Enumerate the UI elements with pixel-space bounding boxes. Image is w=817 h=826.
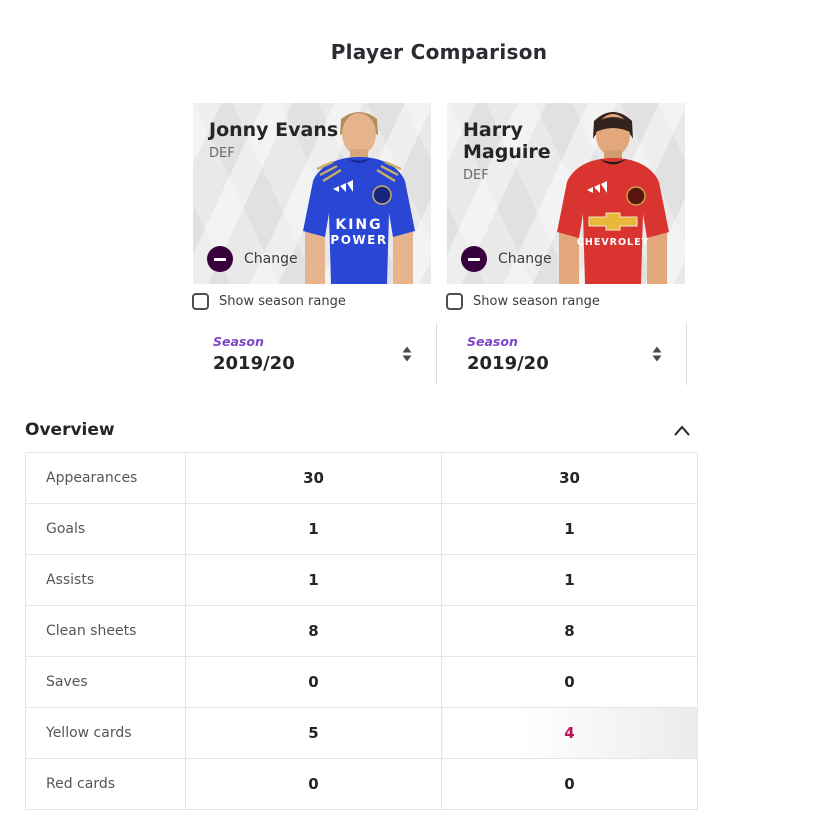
chevron-up-icon[interactable] — [673, 424, 691, 437]
stat-label: Assists — [25, 554, 186, 606]
stat-value-evans: 0 — [185, 656, 442, 708]
show-season-range-row: Show season range — [446, 293, 600, 310]
player-cards: KING POWER Jonny Evans DEF Change — [193, 103, 685, 284]
table-row: Goals 1 1 — [25, 503, 698, 555]
stat-label: Red cards — [25, 758, 186, 810]
select-arrows-icon — [652, 346, 662, 362]
player-name: Jonny Evans — [209, 119, 339, 141]
season-select-label: Season — [213, 334, 264, 349]
overview-title: Overview — [25, 420, 115, 440]
player-position: DEF — [463, 168, 489, 183]
change-player-button[interactable]: Change — [461, 246, 552, 272]
player-position: DEF — [209, 146, 235, 161]
stat-value-maguire: 1 — [441, 554, 698, 606]
stat-value-maguire: 30 — [441, 452, 698, 504]
jersey-text-chevrolet: CHEVROLET — [577, 237, 649, 248]
season-select-maguire[interactable]: Season 2019/20 — [447, 323, 687, 385]
show-season-range-label: Show season range — [219, 294, 346, 309]
player-photo-maguire: CHEVROLET — [557, 112, 669, 284]
table-row: Saves 0 0 — [25, 656, 698, 708]
show-season-range-row: Show season range — [192, 293, 346, 310]
table-row: Assists 1 1 — [25, 554, 698, 606]
change-player-button[interactable]: Change — [207, 246, 298, 272]
table-row: Yellow cards 5 4 — [25, 707, 698, 759]
stat-value-evans: 1 — [185, 503, 442, 555]
jersey-text-power: POWER — [330, 233, 387, 247]
stat-value-evans: 0 — [185, 758, 442, 810]
stat-value-maguire: 4 — [441, 707, 698, 759]
stat-label: Saves — [25, 656, 186, 708]
show-season-range-label: Show season range — [473, 294, 600, 309]
stat-label: Yellow cards — [25, 707, 186, 759]
jersey-text-king: KING — [335, 217, 382, 233]
stat-value-maguire: 8 — [441, 605, 698, 657]
stat-value-maguire: 1 — [441, 503, 698, 555]
stat-value-evans: 1 — [185, 554, 442, 606]
player-name: Harry Maguire — [463, 119, 551, 163]
stat-value-evans: 5 — [185, 707, 442, 759]
stat-label: Appearances — [25, 452, 186, 504]
stat-label: Clean sheets — [25, 605, 186, 657]
stat-label: Goals — [25, 503, 186, 555]
season-select-value: 2019/20 — [467, 353, 549, 374]
show-season-range-checkbox[interactable] — [446, 293, 463, 310]
stat-value-maguire: 0 — [441, 656, 698, 708]
season-select-evans[interactable]: Season 2019/20 — [193, 323, 437, 385]
page-title: Player Comparison — [330, 40, 548, 64]
player-card-evans: KING POWER Jonny Evans DEF Change — [193, 103, 431, 284]
show-season-range-checkbox[interactable] — [192, 293, 209, 310]
stat-value-evans: 30 — [185, 452, 442, 504]
table-row: Red cards 0 0 — [25, 758, 698, 810]
overview-stats-table: Appearances 30 30 Goals 1 1 Assists 1 1 … — [25, 452, 698, 810]
select-arrows-icon — [402, 346, 412, 362]
player-card-maguire: CHEVROLET Harry Maguire DEF Change — [447, 103, 685, 284]
minus-icon — [461, 246, 487, 272]
stat-value-evans: 8 — [185, 605, 442, 657]
table-row: Clean sheets 8 8 — [25, 605, 698, 657]
season-select-value: 2019/20 — [213, 353, 295, 374]
stat-value-maguire: 0 — [441, 758, 698, 810]
minus-icon — [207, 246, 233, 272]
overview-section-header: Overview — [25, 420, 691, 440]
table-row: Appearances 30 30 — [25, 452, 698, 504]
season-select-label: Season — [467, 334, 518, 349]
player-photo-evans: KING POWER — [303, 112, 415, 284]
